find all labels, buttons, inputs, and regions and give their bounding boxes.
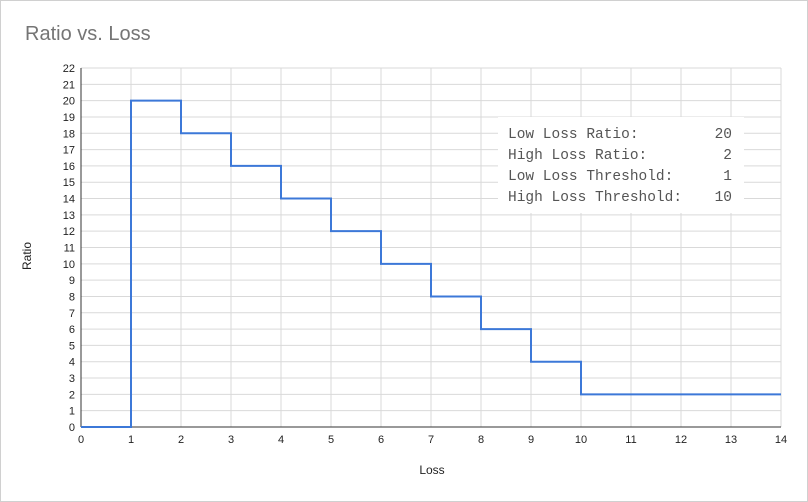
info-box: Low Loss Ratio: 20 High Loss Ratio: 2 Lo… — [498, 117, 744, 213]
info-row-high-loss-threshold: High Loss Threshold: 10 — [508, 190, 732, 212]
x-axis-label: Loss — [419, 463, 445, 477]
y-tick-label: 16 — [63, 161, 75, 173]
info-value: 10 — [714, 190, 732, 206]
x-tick-label: 9 — [528, 434, 534, 446]
x-tick-label: 7 — [428, 434, 434, 446]
x-tick-label: 10 — [575, 434, 587, 446]
info-value: 20 — [714, 127, 732, 143]
y-tick-label: 7 — [69, 308, 75, 320]
y-tick-label: 10 — [63, 259, 75, 271]
info-value: 2 — [723, 148, 732, 164]
y-tick-label: 0 — [69, 422, 75, 434]
x-tick-label: 3 — [228, 434, 234, 446]
y-tick-label: 15 — [63, 177, 75, 189]
x-tick-label: 6 — [378, 434, 384, 446]
y-tick-label: 21 — [63, 79, 75, 91]
info-row-high-loss-ratio: High Loss Ratio: 2 — [508, 148, 732, 170]
y-tick-label: 6 — [69, 324, 75, 336]
y-tick-label: 3 — [69, 373, 75, 385]
info-label: High Loss Ratio: — [508, 148, 648, 164]
y-tick-label: 22 — [63, 63, 75, 75]
y-tick-label: 20 — [63, 96, 75, 108]
x-tick-label: 1 — [128, 434, 134, 446]
chart-title: Ratio vs. Loss — [25, 23, 151, 45]
y-tick-label: 9 — [69, 275, 75, 287]
x-tick-label: 5 — [328, 434, 334, 446]
y-tick-label: 4 — [69, 357, 75, 369]
y-tick-label: 2 — [69, 389, 75, 401]
x-tick-label: 4 — [278, 434, 284, 446]
y-tick-label: 11 — [64, 243, 75, 255]
info-label: Low Loss Ratio: — [508, 127, 639, 143]
y-tick-label: 5 — [69, 340, 75, 352]
x-tick-label: 8 — [478, 434, 484, 446]
info-row-low-loss-ratio: Low Loss Ratio: 20 — [508, 127, 732, 149]
x-tick-label: 2 — [178, 434, 184, 446]
info-row-low-loss-threshold: Low Loss Threshold: 1 — [508, 169, 732, 191]
x-tick-label: 13 — [725, 434, 737, 446]
info-label: High Loss Threshold: — [508, 190, 683, 206]
info-label: Low Loss Threshold: — [508, 169, 674, 185]
y-tick-label: 12 — [63, 226, 75, 238]
y-tick-label: 8 — [69, 291, 75, 303]
y-tick-label: 17 — [63, 145, 75, 157]
y-tick-label: 18 — [63, 128, 75, 140]
y-tick-label: 19 — [63, 112, 75, 124]
y-tick-label: 14 — [63, 194, 75, 206]
x-tick-label: 0 — [78, 434, 84, 446]
info-value: 1 — [723, 169, 732, 185]
x-tick-label: 14 — [775, 434, 787, 446]
series-line-ratio — [81, 99, 781, 428]
y-tick-label: 1 — [69, 406, 75, 418]
x-tick-label: 12 — [675, 434, 687, 446]
y-tick-label: 13 — [63, 210, 75, 222]
x-tick-label: 11 — [625, 434, 636, 446]
